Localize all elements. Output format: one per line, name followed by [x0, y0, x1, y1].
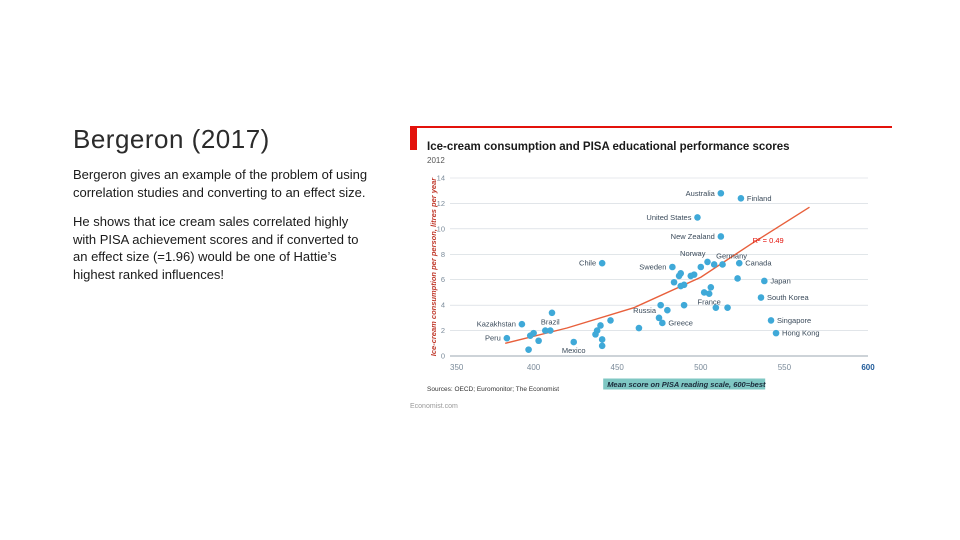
scatter-point-mexico [570, 338, 578, 346]
y-tick-label: 10 [437, 224, 445, 233]
point-label: New Zealand [671, 232, 715, 241]
scatter-point [607, 317, 614, 324]
scatter-point [535, 337, 542, 345]
point-label: Japan [770, 276, 790, 285]
x-tick-label: 450 [611, 363, 625, 372]
scatter-point [598, 342, 606, 350]
scatter-point-greece [659, 319, 666, 327]
scatter-point [712, 304, 720, 311]
point-label: South Korea [767, 293, 810, 302]
brand-red-block [410, 126, 417, 150]
scatter-point-peru [503, 334, 511, 342]
point-label: Canada [745, 259, 772, 268]
chart-credit: Economist.com [410, 403, 458, 410]
scatter-point [707, 284, 715, 291]
chart-subtitle: 2012 [427, 156, 445, 165]
scatter-point [680, 301, 688, 309]
x-tick-label: 350 [450, 363, 464, 372]
scatter-point-chile [598, 259, 606, 267]
scatter-point-kazakhstan [518, 320, 526, 328]
point-label: Peru [485, 334, 501, 343]
scatter-point [657, 301, 664, 309]
scatter-point [734, 275, 741, 282]
y-tick-label: 4 [441, 301, 445, 310]
y-axis-label: Ice-cream consumption per person, litres… [429, 177, 438, 356]
scatter-point [680, 281, 688, 289]
scatter-point [542, 327, 549, 334]
y-tick-label: 2 [441, 326, 445, 335]
x-axis-label-background [603, 378, 766, 390]
scatter-point [719, 261, 726, 268]
point-label: Australia [686, 189, 716, 198]
x-tick-label: 550 [778, 363, 792, 372]
point-label: Germany [716, 251, 747, 260]
scatter-point [598, 336, 606, 343]
scatter-point-russia [655, 314, 663, 322]
point-label: Greece [668, 318, 693, 327]
point-label: Hong Kong [782, 329, 820, 338]
point-label: Finland [747, 194, 772, 203]
scatter-point [635, 324, 643, 332]
point-label: Russia [633, 306, 657, 315]
scatter-point-japan [761, 277, 768, 285]
y-tick-label: 14 [437, 174, 445, 183]
scatter-point-germany [710, 261, 718, 268]
scatter-chart-svg: Ice-cream consumption and PISA education… [410, 126, 892, 410]
trend-line [505, 206, 810, 344]
slide-title: Bergeron (2017) [73, 124, 270, 154]
scatter-point [670, 278, 678, 286]
x-tick-label: 600 [861, 363, 875, 372]
x-tick-label: 400 [527, 363, 541, 372]
point-label: United States [646, 213, 691, 222]
scatter-point [697, 263, 705, 271]
scatter-point-australia [717, 189, 725, 197]
y-tick-label: 6 [441, 275, 445, 284]
scatter-point-new-zealand [717, 233, 725, 240]
point-label: Chile [579, 259, 596, 268]
y-tick-label: 8 [441, 250, 445, 259]
chart-figure: Ice-cream consumption and PISA education… [410, 126, 892, 416]
scatter-point-hong-kong [772, 329, 780, 337]
point-label: Brazil [541, 318, 560, 327]
scatter-point-finland [737, 195, 745, 202]
scatter-point [700, 289, 708, 296]
scatter-point-france [705, 290, 713, 297]
x-tick-label: 500 [694, 363, 708, 372]
scatter-point [690, 271, 698, 278]
scatter-point [724, 304, 731, 311]
point-label: Kazakhstan [477, 320, 516, 329]
point-label: Singapore [777, 316, 811, 325]
scatter-point [677, 270, 685, 277]
scatter-point [597, 322, 604, 329]
point-label: Mexico [562, 346, 586, 355]
scatter-point [548, 309, 556, 317]
scatter-point-singapore [767, 317, 775, 324]
slide-body: Bergeron gives an example of the problem… [73, 166, 373, 295]
point-label: Norway [680, 249, 706, 258]
scatter-point-brazil [547, 327, 554, 334]
scatter-point-south-korea [757, 294, 765, 301]
r-squared-label: R² = 0.49 [753, 236, 784, 245]
point-label: France [697, 298, 720, 307]
scatter-point-united-states [694, 214, 701, 221]
scatter-point [593, 327, 601, 334]
body-paragraph-1: Bergeron gives an example of the problem… [73, 167, 368, 200]
scatter-point [525, 346, 532, 353]
scatter-point [530, 329, 537, 337]
chart-title: Ice-cream consumption and PISA education… [427, 141, 790, 153]
body-paragraph-2: He shows that ice cream sales correlated… [73, 214, 359, 282]
chart-source: Sources: OECD; Euromonitor; The Economis… [427, 386, 559, 393]
scatter-point-sweden [669, 263, 676, 271]
scatter-point-canada [735, 259, 743, 267]
y-tick-label: 0 [441, 352, 445, 361]
scatter-point-norway [704, 258, 711, 266]
brand-red-rule [417, 126, 892, 128]
point-label: Sweden [639, 263, 666, 272]
x-axis-label: Mean score on PISA reading scale, 600=be… [607, 380, 766, 389]
y-tick-label: 12 [437, 199, 445, 208]
scatter-point [664, 306, 671, 314]
